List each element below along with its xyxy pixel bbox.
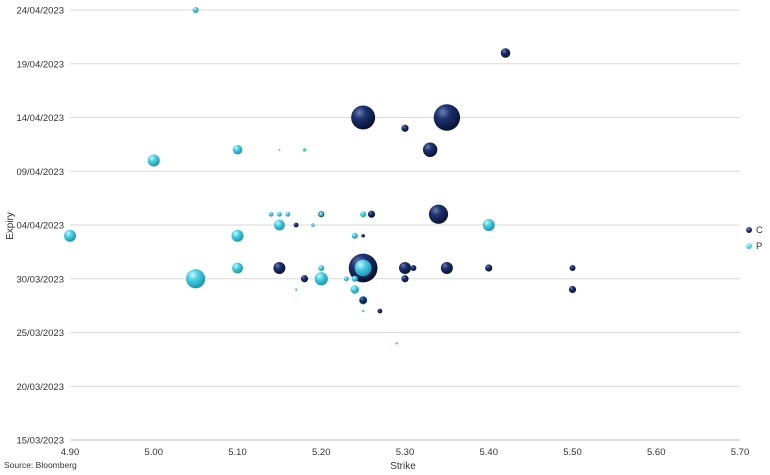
y-tick-label: 19/04/2023: [16, 59, 64, 70]
bubble-c: [300, 275, 309, 283]
y-tick-label: 09/04/2023: [16, 167, 64, 178]
tick-labels: 15/03/2023 20/03/2023 25/03/2023 30/03/2023…: [16, 6, 749, 459]
x-tick-label: 5.50: [563, 447, 582, 458]
bubble-p: [318, 211, 324, 217]
bubble-c: [401, 275, 409, 283]
y-tick-label: 24/04/2023: [16, 6, 64, 17]
bubble-c: [367, 210, 376, 218]
bubble-p: [343, 276, 349, 282]
bubble-c: [568, 285, 577, 294]
bubble-p: [395, 342, 398, 345]
bubble-p: [360, 211, 367, 218]
bubble-c: [351, 105, 376, 130]
bubble-p: [268, 211, 274, 217]
bubble-p: [294, 288, 298, 291]
bubble-p: [232, 144, 243, 155]
bubble-c: [293, 222, 299, 228]
x-axis-title: Strike: [390, 461, 416, 472]
bubble-c: [377, 308, 383, 314]
x-tick-label: 5.70: [731, 447, 750, 458]
x-tick-label: 5.30: [396, 447, 415, 458]
y-tick-label: 04/04/2023: [16, 221, 64, 232]
bubble-c: [422, 142, 438, 157]
legend-label-c: C: [756, 224, 763, 236]
y-tick-label: 25/03/2023: [16, 328, 64, 339]
bubble-p: [351, 275, 358, 282]
legend-marker-p: [746, 243, 752, 249]
legend-item-p: P: [746, 238, 763, 254]
legend-item-c: C: [746, 222, 763, 238]
bubble-p: [311, 223, 315, 227]
bubble-p: [64, 229, 76, 242]
gridlines: [70, 9, 740, 441]
bubble-p: [302, 147, 307, 152]
bubble-p: [314, 272, 328, 286]
bubble-c: [410, 265, 417, 271]
bubble-p: [273, 219, 285, 231]
bubble-c: [401, 124, 409, 132]
bubble-c: [569, 265, 576, 271]
bubble-p: [231, 229, 244, 242]
bubble-c: [359, 296, 367, 304]
bubble-p: [276, 211, 282, 217]
bubble-p: [186, 269, 206, 289]
data-points: [64, 7, 577, 345]
bubble-c: [428, 204, 449, 224]
bubble-p: [354, 259, 372, 277]
legend-marker-c: [746, 227, 752, 233]
bubble-c: [361, 233, 365, 238]
bubble-p: [192, 7, 199, 13]
x-tick-label: 5.00: [145, 447, 164, 458]
bubble-c: [440, 262, 453, 274]
bubble-c: [485, 264, 493, 272]
bubble-p: [318, 265, 325, 271]
bubble-p: [278, 148, 281, 151]
bubble-p: [361, 309, 365, 313]
bubble-p: [285, 211, 291, 217]
bubble-c: [399, 262, 411, 274]
bubble-p: [351, 232, 358, 239]
bubble-c: [273, 262, 286, 274]
y-axis-title: Expiry: [5, 212, 16, 240]
bubble-c: [500, 48, 511, 58]
y-tick-label: 30/03/2023: [16, 274, 64, 285]
x-tick-label: 5.60: [647, 447, 666, 458]
y-tick-label: 15/03/2023: [16, 436, 64, 447]
legend-label-p: P: [756, 240, 763, 252]
x-tick-label: 5.40: [480, 447, 499, 458]
x-tick-label: 5.10: [228, 447, 247, 458]
x-tick-label: 5.20: [312, 447, 331, 458]
bubble-c: [433, 104, 461, 131]
bubble-p: [232, 262, 243, 274]
bubble-p: [482, 219, 495, 231]
y-tick-label: 14/04/2023: [16, 113, 64, 124]
bubble-p: [350, 285, 359, 294]
x-tick-label: 4.90: [61, 447, 80, 458]
y-tick-label: 20/03/2023: [16, 382, 64, 393]
legend: C P: [746, 222, 763, 254]
bubble-p: [147, 154, 160, 167]
source-note: Source: Bloomberg: [4, 460, 77, 470]
